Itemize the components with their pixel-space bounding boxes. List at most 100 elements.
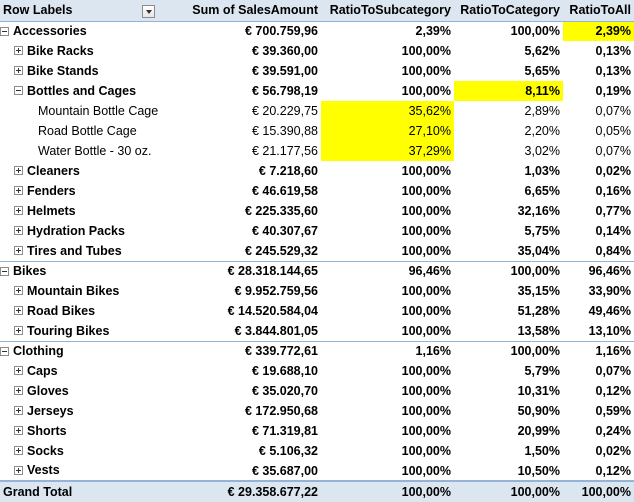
row-label-cell[interactable]: Bike Stands [0,61,158,81]
ratio-to-subcategory-cell[interactable]: 100,00% [401,284,451,298]
sales-amount-cell[interactable]: € 35.020,70 [251,384,318,398]
collapse-icon[interactable] [0,346,9,356]
ratio-to-subcategory-cell[interactable]: 27,10% [321,121,454,141]
ratio-to-subcategory-cell[interactable]: 100,00% [401,224,451,238]
row-label-cell[interactable]: Tires and Tubes [0,241,158,261]
row-label-cell[interactable]: Road Bottle Cage [0,121,158,141]
expand-icon[interactable] [14,46,23,56]
row-label-cell[interactable]: Hydration Packs [0,221,158,241]
sales-amount-cell[interactable]: € 39.591,00 [251,64,318,78]
row-label-cell[interactable]: Bottles and Cages [0,81,158,101]
sales-amount-cell[interactable]: € 9.952.759,56 [234,284,318,298]
ratio-to-all-cell[interactable]: 2,39% [563,21,634,41]
ratio-to-all-cell[interactable]: 0,14% [595,224,631,238]
ratio-to-subcategory-cell[interactable]: 100,00% [401,404,451,418]
expand-icon[interactable] [14,66,23,76]
ratio-to-all-cell[interactable]: 0,07% [595,144,631,158]
ratio-to-all-cell[interactable]: 0,16% [595,184,631,198]
expand-icon[interactable] [14,326,23,335]
ratio-to-subcategory-cell[interactable]: 100,00% [401,364,451,378]
ratio-to-category-header[interactable]: RatioToCategory [454,0,563,22]
sales-amount-cell[interactable]: € 40.307,67 [251,224,318,238]
ratio-to-all-cell[interactable]: 49,46% [588,304,631,318]
row-label-cell[interactable]: Jerseys [0,401,158,421]
row-label-cell[interactable]: Bikes [0,260,158,281]
ratio-to-all-cell[interactable]: 0,07% [595,364,631,378]
ratio-to-category-cell[interactable]: 8,11% [454,81,563,101]
expand-icon[interactable] [14,186,23,196]
row-label-cell[interactable]: Fenders [0,181,158,201]
grand-total-sales[interactable]: € 29.358.677,22 [158,480,321,502]
ratio-to-subcategory-cell[interactable]: 100,00% [401,204,451,218]
ratio-to-category-cell[interactable]: 100,00% [454,340,563,361]
filter-dropdown-icon[interactable] [142,4,155,18]
expand-icon[interactable] [14,446,23,456]
ratio-to-subcategory-cell[interactable]: 100,00% [401,164,451,178]
ratio-to-all-cell[interactable]: 0,12% [595,384,631,398]
ratio-to-all-header[interactable]: RatioToAll [563,0,634,22]
sales-amount-cell[interactable]: € 35.687,00 [251,463,318,478]
expand-icon[interactable] [14,226,23,236]
row-label-cell[interactable]: Gloves [0,381,158,401]
sales-amount-cell[interactable]: € 245.529,32 [245,243,318,258]
ratio-to-category-cell[interactable]: 51,28% [517,304,560,318]
ratio-to-all-cell[interactable]: 0,24% [595,424,631,438]
ratio-to-category-cell[interactable]: 2,20% [524,124,560,138]
ratio-to-subcategory-cell[interactable]: 37,29% [321,141,454,161]
ratio-to-subcategory-cell[interactable]: 100,00% [401,384,451,398]
ratio-to-all-cell[interactable]: 0,13% [595,44,631,58]
ratio-to-category-cell[interactable]: 35,15% [517,284,560,298]
row-label-cell[interactable]: Touring Bikes [0,321,158,341]
collapse-icon[interactable] [14,86,23,96]
row-label-cell[interactable]: Helmets [0,201,158,221]
sales-amount-cell[interactable]: € 7.218,60 [258,164,318,178]
ratio-to-category-cell[interactable]: 50,90% [517,404,560,418]
ratio-to-subcategory-cell[interactable]: 100,00% [401,44,451,58]
expand-icon[interactable] [14,166,23,176]
row-label-cell[interactable]: Road Bikes [0,301,158,321]
sales-amount-cell[interactable]: € 225.335,60 [245,204,318,218]
ratio-to-all-cell[interactable]: 0,19% [595,84,631,98]
row-label-cell[interactable]: Socks [0,441,158,461]
collapse-icon[interactable] [0,26,9,36]
ratio-to-all-cell[interactable]: 33,90% [588,284,631,298]
ratio-to-category-cell[interactable]: 100,00% [510,24,560,39]
ratio-to-subcategory-cell[interactable]: 2,39% [415,24,451,39]
ratio-to-category-cell[interactable]: 100,00% [454,260,563,281]
ratio-to-subcategory-cell[interactable]: 1,16% [321,340,454,361]
row-label-cell[interactable]: Clothing [0,340,158,361]
ratio-to-all-cell[interactable]: 0,13% [595,64,631,78]
row-label-cell[interactable]: Mountain Bottle Cage [0,101,158,121]
collapse-icon[interactable] [0,266,9,276]
expand-icon[interactable] [14,246,23,255]
row-labels-header[interactable]: Row Labels [0,0,158,22]
ratio-to-subcategory-cell[interactable]: 100,00% [401,64,451,78]
sales-amount-cell[interactable]: € 339.772,61 [158,340,321,361]
expand-icon[interactable] [14,406,23,416]
row-label-cell[interactable]: Vests [0,461,158,481]
sales-amount-cell[interactable]: € 3.844.801,05 [234,323,318,338]
ratio-to-subcategory-cell[interactable]: 100,00% [401,243,451,258]
sales-amount-header[interactable]: Sum of SalesAmount [158,0,321,22]
sales-amount-cell[interactable]: € 28.318.144,65 [158,260,321,281]
expand-icon[interactable] [14,465,23,475]
ratio-to-subcategory-cell[interactable]: 100,00% [401,323,451,338]
grand-total-ratio-category[interactable]: 100,00% [454,480,563,502]
sales-amount-cell[interactable]: € 5.106,32 [258,444,318,458]
ratio-to-category-cell[interactable]: 20,99% [517,424,560,438]
ratio-to-category-cell[interactable]: 1,50% [524,444,560,458]
ratio-to-category-cell[interactable]: 5,65% [524,64,560,78]
expand-icon[interactable] [14,366,23,376]
expand-icon[interactable] [14,386,23,396]
sales-amount-cell[interactable]: € 39.360,00 [251,44,318,58]
ratio-to-category-cell[interactable]: 10,50% [517,463,560,478]
ratio-to-category-cell[interactable]: 5,79% [524,364,560,378]
row-label-cell[interactable]: Bike Racks [0,41,158,61]
row-label-cell[interactable]: Accessories [0,21,158,41]
ratio-to-category-cell[interactable]: 35,04% [517,243,560,258]
ratio-to-category-cell[interactable]: 10,31% [517,384,560,398]
sales-amount-cell[interactable]: € 172.950,68 [245,404,318,418]
ratio-to-category-cell[interactable]: 32,16% [517,204,560,218]
row-label-cell[interactable]: Water Bottle - 30 oz. [0,141,158,161]
sales-amount-cell[interactable]: € 21.177,56 [251,144,318,158]
